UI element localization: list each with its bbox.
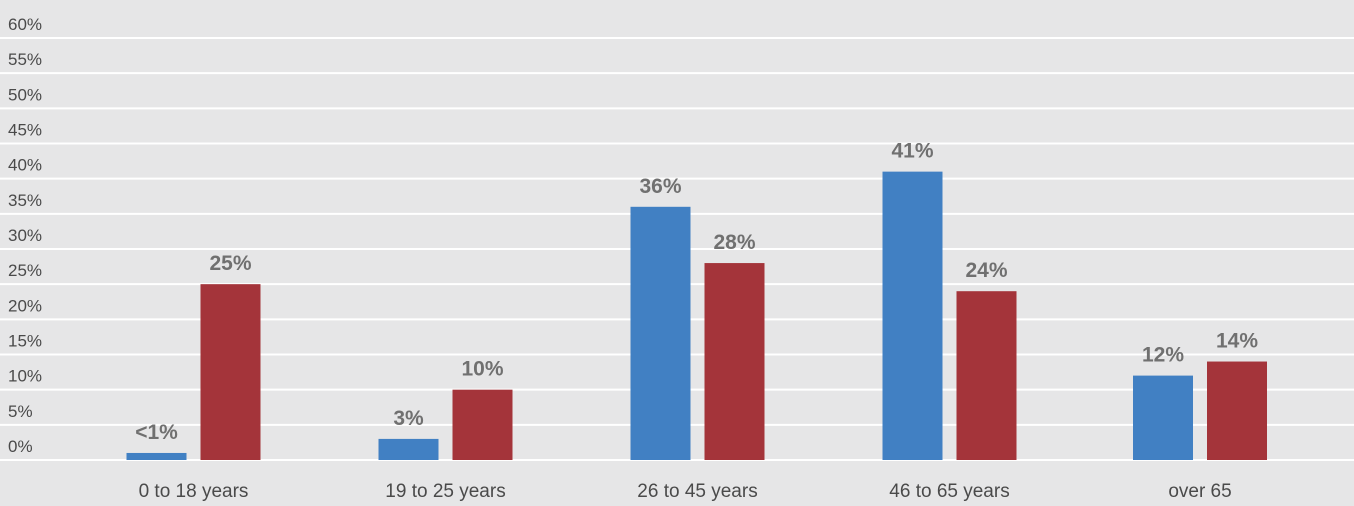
data-label: 28% [713, 231, 755, 254]
data-label: <1% [135, 421, 178, 444]
bar-series-1-2 [630, 206, 691, 460]
bar-series-1-0 [126, 452, 187, 460]
y-tick-label: 20% [8, 296, 42, 315]
data-label: 25% [209, 252, 251, 275]
bars [126, 171, 1267, 460]
y-tick-label: 30% [8, 226, 42, 245]
x-category-label: 0 to 18 years [139, 481, 249, 501]
x-category-label: 46 to 65 years [889, 481, 1009, 501]
bar-series-1-3 [882, 171, 943, 460]
x-category-label: over 65 [1168, 481, 1231, 501]
y-tick-label: 10% [8, 367, 42, 386]
x-category-label: 19 to 25 years [385, 481, 505, 501]
data-label: 41% [891, 140, 933, 163]
y-tick-label: 5% [8, 402, 33, 421]
y-tick-label: 45% [8, 121, 42, 140]
y-tick-label: 35% [8, 191, 42, 210]
y-tick-label: 50% [8, 85, 42, 104]
bar-series-1-1 [378, 438, 439, 460]
data-label: 14% [1216, 330, 1258, 353]
y-tick-label: 40% [8, 156, 42, 175]
bar-series-1-4 [1133, 375, 1193, 460]
data-label: 3% [393, 407, 424, 430]
data-labels: <1% 25% 3% 10% 36% 28% 41% 24% 12% 14% [135, 140, 1258, 444]
y-tick-label: 0% [8, 437, 33, 456]
data-label: 12% [1142, 344, 1184, 367]
bar-series-2-0 [200, 284, 261, 460]
x-axis-category-labels: 0 to 18 years 19 to 25 years 26 to 45 year… [139, 481, 1232, 502]
data-label: 10% [461, 358, 503, 381]
y-tick-label: 25% [8, 261, 42, 280]
bar-series-2-1 [452, 389, 513, 460]
data-label: 36% [639, 175, 681, 198]
y-tick-label: 60% [8, 15, 42, 34]
bar-series-2-4 [1207, 361, 1267, 460]
y-axis-tick-labels: 0% 5% 10% 15% 20% 25% 30% 35% 40% 45% 50% 55% 60% [8, 15, 42, 456]
x-category-label: 26 to 45 years [637, 481, 757, 501]
y-tick-label: 55% [8, 50, 42, 69]
y-tick-label: 15% [8, 332, 42, 351]
bar-series-2-2 [704, 263, 765, 460]
bar-series-2-3 [956, 291, 1017, 460]
data-label: 24% [965, 259, 1007, 282]
